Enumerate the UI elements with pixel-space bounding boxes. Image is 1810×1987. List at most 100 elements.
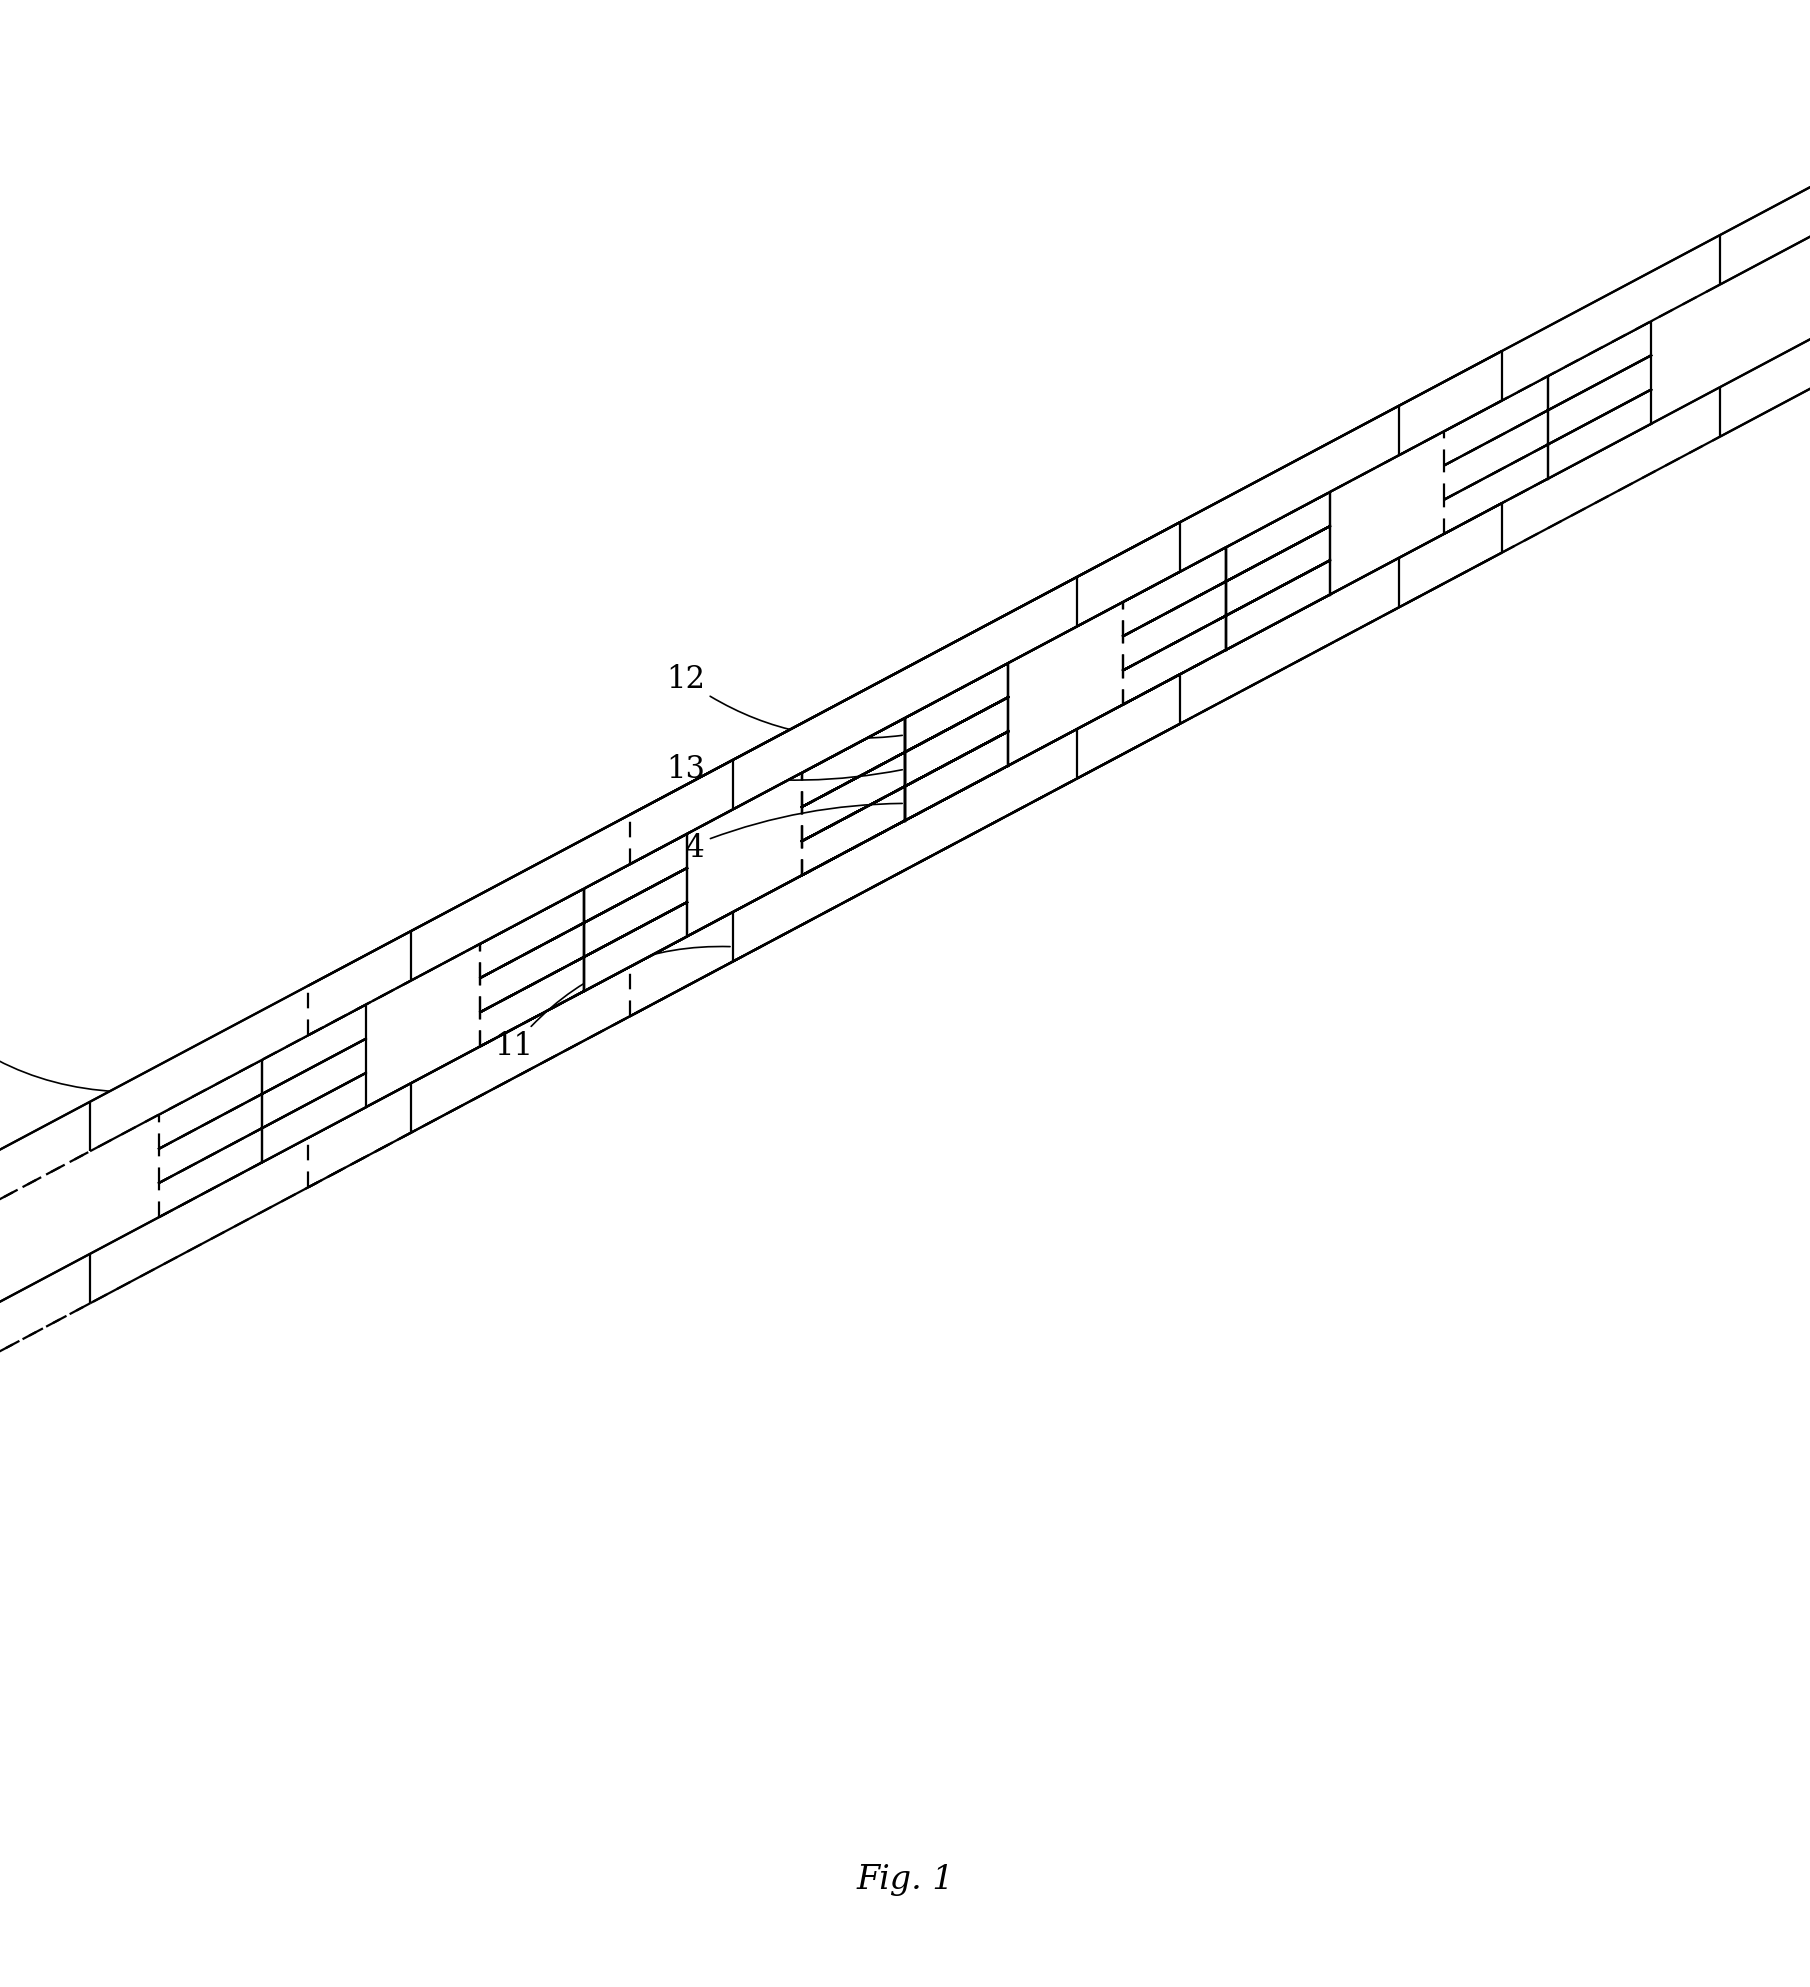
- Polygon shape: [1399, 503, 1502, 608]
- Polygon shape: [802, 697, 1008, 807]
- Polygon shape: [905, 664, 1008, 753]
- Text: 12: 12: [666, 664, 901, 737]
- Polygon shape: [905, 697, 1008, 787]
- Polygon shape: [262, 1073, 366, 1162]
- Polygon shape: [480, 902, 688, 1011]
- Text: Fig. 1: Fig. 1: [856, 1864, 954, 1896]
- Polygon shape: [1399, 352, 1502, 455]
- Polygon shape: [802, 664, 1008, 773]
- Polygon shape: [905, 664, 1008, 753]
- Polygon shape: [583, 868, 688, 958]
- Polygon shape: [583, 868, 688, 958]
- Polygon shape: [583, 835, 688, 924]
- Polygon shape: [1548, 356, 1651, 445]
- Polygon shape: [905, 731, 1008, 821]
- Polygon shape: [802, 731, 1008, 841]
- Polygon shape: [1227, 527, 1330, 616]
- Polygon shape: [1122, 527, 1330, 636]
- Polygon shape: [905, 697, 1008, 787]
- Polygon shape: [733, 332, 1810, 962]
- Polygon shape: [480, 835, 688, 944]
- Polygon shape: [90, 674, 1180, 1303]
- Polygon shape: [1227, 493, 1330, 582]
- Polygon shape: [1227, 527, 1330, 616]
- Polygon shape: [583, 868, 688, 958]
- Polygon shape: [1122, 527, 1330, 636]
- Polygon shape: [1444, 389, 1651, 499]
- Polygon shape: [1227, 527, 1330, 616]
- Polygon shape: [159, 1005, 366, 1115]
- Polygon shape: [1227, 493, 1330, 582]
- Polygon shape: [0, 523, 1180, 1156]
- Text: 11: 11: [494, 946, 729, 1063]
- Polygon shape: [905, 664, 1008, 753]
- Polygon shape: [802, 697, 1008, 807]
- Polygon shape: [159, 1073, 366, 1182]
- Polygon shape: [1720, 332, 1810, 437]
- Polygon shape: [1720, 181, 1810, 284]
- Polygon shape: [1227, 527, 1330, 616]
- Polygon shape: [905, 664, 1008, 753]
- Polygon shape: [480, 868, 688, 978]
- Polygon shape: [802, 664, 1008, 773]
- Polygon shape: [1227, 560, 1330, 650]
- Polygon shape: [1077, 674, 1180, 779]
- Polygon shape: [1548, 356, 1651, 445]
- Polygon shape: [90, 523, 1180, 1150]
- Polygon shape: [262, 1073, 366, 1162]
- Polygon shape: [733, 181, 1810, 809]
- Polygon shape: [583, 835, 688, 924]
- Polygon shape: [1122, 560, 1330, 670]
- Polygon shape: [905, 731, 1008, 821]
- Polygon shape: [262, 1039, 366, 1129]
- Polygon shape: [0, 674, 1180, 1309]
- Polygon shape: [1227, 493, 1330, 582]
- Polygon shape: [905, 731, 1008, 821]
- Polygon shape: [1122, 493, 1330, 602]
- Polygon shape: [308, 352, 1502, 986]
- Polygon shape: [630, 332, 1810, 968]
- Polygon shape: [802, 664, 1008, 773]
- Polygon shape: [1548, 322, 1651, 411]
- Polygon shape: [630, 181, 1810, 815]
- Text: 10: 10: [0, 956, 134, 1093]
- Polygon shape: [1227, 493, 1330, 582]
- Polygon shape: [1444, 322, 1651, 431]
- Polygon shape: [905, 664, 1008, 753]
- Text: 13: 13: [666, 753, 901, 785]
- Polygon shape: [1444, 356, 1651, 465]
- Polygon shape: [905, 731, 1008, 821]
- Polygon shape: [583, 868, 688, 958]
- Polygon shape: [802, 697, 1008, 807]
- Polygon shape: [905, 664, 1008, 753]
- Polygon shape: [905, 697, 1008, 787]
- Polygon shape: [905, 697, 1008, 787]
- Polygon shape: [1122, 560, 1330, 670]
- Polygon shape: [308, 503, 1502, 1139]
- Polygon shape: [583, 902, 688, 992]
- Polygon shape: [262, 1039, 366, 1129]
- Polygon shape: [905, 697, 1008, 787]
- Polygon shape: [1548, 322, 1651, 411]
- Polygon shape: [1227, 560, 1330, 650]
- Polygon shape: [1077, 523, 1180, 626]
- Polygon shape: [1227, 560, 1330, 650]
- Polygon shape: [583, 902, 688, 992]
- Polygon shape: [262, 1005, 366, 1095]
- Polygon shape: [905, 731, 1008, 821]
- Polygon shape: [1227, 560, 1330, 650]
- Polygon shape: [411, 503, 1502, 1133]
- Polygon shape: [480, 868, 688, 978]
- Polygon shape: [1548, 389, 1651, 479]
- Polygon shape: [1122, 493, 1330, 602]
- Polygon shape: [159, 1039, 366, 1148]
- Text: 14: 14: [666, 803, 901, 864]
- Polygon shape: [262, 1005, 366, 1095]
- Polygon shape: [480, 902, 688, 1011]
- Polygon shape: [411, 352, 1502, 980]
- Polygon shape: [583, 902, 688, 992]
- Polygon shape: [480, 835, 688, 944]
- Polygon shape: [1548, 389, 1651, 479]
- Polygon shape: [583, 835, 688, 924]
- Polygon shape: [905, 697, 1008, 787]
